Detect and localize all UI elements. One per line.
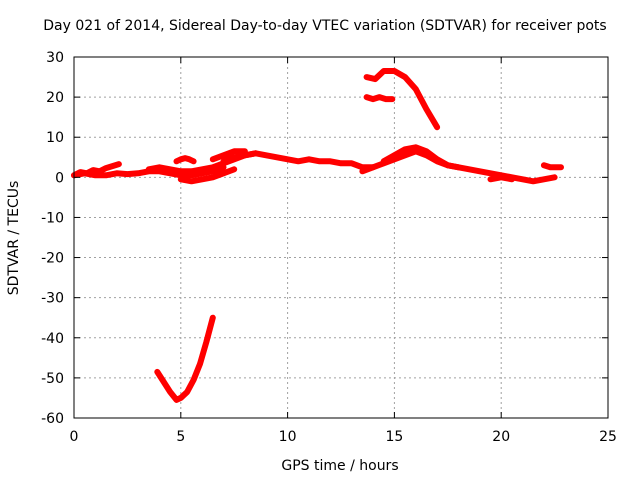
x-tick-label: 15 (385, 429, 403, 445)
series-arc-late-segment (487, 174, 515, 183)
y-axis-title: SDTVAR / TECUs (6, 181, 22, 296)
series-arc-midday (220, 150, 376, 171)
y-tick-label: -30 (41, 291, 64, 307)
y-tick-label: 30 (46, 50, 64, 66)
y-tick-label: -60 (41, 411, 64, 427)
x-tick-label: 20 (492, 429, 510, 445)
axes-layer (73, 56, 609, 419)
y-tick-label: -10 (41, 210, 64, 226)
y-tick-label: 0 (55, 170, 64, 186)
series-arc-deep-dip (154, 314, 216, 403)
y-tick-label: -50 (41, 371, 64, 387)
chart-title: Day 021 of 2014, Sidereal Day-to-day VTE… (43, 18, 606, 34)
series-arc-early-hump (71, 161, 122, 179)
series-arc-high-main (363, 68, 441, 131)
series-arc-short-bump (173, 155, 197, 165)
series-arc-afternoon-upper (380, 144, 462, 171)
series-layer (71, 68, 564, 403)
x-axis-title: GPS time / hours (281, 458, 398, 474)
y-tick-label: 20 (46, 90, 64, 106)
x-tick-label: 25 (599, 429, 617, 445)
x-tick-label: 5 (176, 429, 185, 445)
grid-layer (74, 57, 608, 418)
plot-frame (73, 56, 609, 419)
series-arc-high-lower (363, 94, 396, 103)
x-tick-label: 0 (70, 429, 79, 445)
y-tick-label: 10 (46, 130, 64, 146)
y-tick-label: -20 (41, 251, 64, 267)
y-tick-label: -40 (41, 331, 64, 347)
series-arc-night-short (540, 162, 564, 171)
series-arc-lower-shoulder (177, 166, 238, 185)
tick-layer: 0 5 10 15 20 25 -60 -50 -40 -30 -20 -10 0 10 20 30 (41, 50, 617, 445)
series-arc-midday-upper (209, 148, 248, 163)
x-tick-label: 10 (279, 429, 297, 445)
